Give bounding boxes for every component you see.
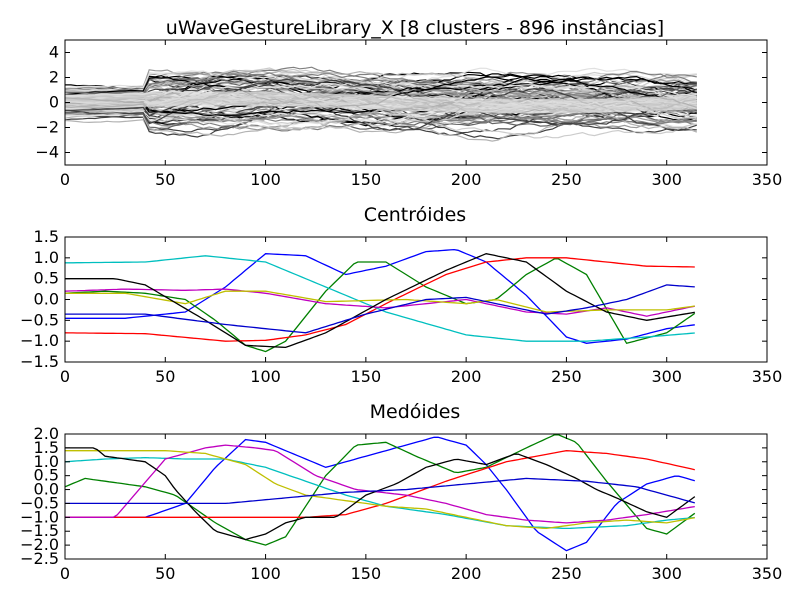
x-tick-label: 50: [155, 367, 175, 386]
medoids-series-line: [65, 456, 695, 530]
x-tick-label: 350: [752, 170, 783, 189]
x-tick-label: 50: [155, 564, 175, 583]
x-tick-label: 0: [60, 564, 70, 583]
y-tick-label: −1.0: [20, 331, 59, 350]
y-tick-label: 0.0: [34, 480, 59, 499]
x-tick-label: 350: [752, 367, 783, 386]
x-tick-label: 350: [752, 564, 783, 583]
y-tick-label: 4: [49, 43, 59, 62]
raw-series-line: [65, 78, 697, 126]
raw-series-panel: uWaveGestureLibrary_X [8 clusters - 896 …: [35, 17, 782, 189]
medoids-title: Medóides: [370, 401, 461, 423]
y-tick-label: −2.0: [20, 535, 59, 554]
medoids-series-line: [65, 447, 696, 541]
raw-series-plot-area: [65, 66, 698, 142]
x-tick-label: 250: [551, 170, 582, 189]
x-tick-label: 250: [551, 367, 582, 386]
y-tick-label: −1.5: [20, 352, 59, 371]
x-tick-label: 200: [451, 367, 482, 386]
y-tick-label: 2.0: [34, 424, 59, 443]
y-tick-label: 0.5: [34, 269, 59, 288]
x-tick-label: 150: [351, 367, 382, 386]
raw-series-axes: 0 50 100 150 200 250 300 350 4 2 0 −2 −4: [35, 40, 782, 189]
medoids-series-line: [65, 436, 695, 552]
medoids-plot-area: [65, 434, 696, 552]
medoids-series-line: [65, 434, 696, 546]
medoids-series-line: [65, 450, 695, 530]
x-tick-label: 300: [651, 170, 682, 189]
medoids-series-line: [65, 477, 695, 505]
medoids-panel: Medóides 0 50 100 150 200 250 300 3502.01.51.00…: [20, 401, 782, 583]
raw-series-line: [65, 74, 697, 125]
x-tick-label: 150: [351, 564, 382, 583]
y-tick-label: −4: [35, 143, 59, 162]
raw-series-line: [65, 81, 697, 97]
y-tick-label: 2: [49, 68, 59, 87]
medoids-axes-frame: [64, 433, 768, 560]
medoids-axes: 0 50 100 150 200 250 300 350 2.01.51.00.50.0−0.5…: [20, 424, 782, 583]
y-tick-label: 0.5: [34, 466, 59, 485]
centroids-panel: Centróides 0 50 100 150 200 250 300 350 1.5 1.0 0.…: [20, 204, 782, 386]
centroids-plot-area: [65, 248, 696, 353]
y-tick-label: −1.0: [20, 507, 59, 526]
medoids-series-line: [65, 444, 695, 524]
y-tick-label: 1.0: [34, 248, 59, 267]
centroids-series-line: [65, 255, 695, 342]
y-tick-label: 1.5: [34, 227, 59, 246]
centroids-series-line: [65, 253, 695, 349]
y-tick-label: −0.5: [20, 310, 59, 329]
x-tick-label: 0: [60, 367, 70, 386]
raw-series-density-band: [65, 91, 698, 114]
y-tick-label: −2: [35, 118, 59, 137]
centroids-series-line: [65, 248, 695, 344]
centroids-axes: 0 50 100 150 200 250 300 350 1.5 1.0 0.5 0.0−0.5 −1.…: [20, 227, 782, 386]
x-tick-label: 0: [60, 170, 70, 189]
centroids-series-line: [65, 284, 695, 334]
centroids-title: Centróides: [364, 204, 466, 226]
x-tick-label: 100: [250, 564, 281, 583]
y-tick-label: 0: [49, 93, 59, 112]
x-tick-label: 200: [451, 564, 482, 583]
y-tick-label: 0.0: [34, 290, 59, 309]
x-tick-label: 100: [250, 367, 281, 386]
x-tick-label: 250: [551, 564, 582, 583]
y-tick-label: 1.5: [34, 438, 59, 457]
y-tick-label: −0.5: [20, 493, 59, 512]
x-tick-label: 300: [651, 367, 682, 386]
centroids-series-line: [65, 258, 696, 353]
raw-series-title: uWaveGestureLibrary_X [8 clusters - 896 …: [166, 17, 664, 39]
centroids-series-line: [65, 290, 695, 313]
x-tick-label: 200: [451, 170, 482, 189]
x-tick-label: 300: [651, 564, 682, 583]
x-tick-label: 150: [351, 170, 382, 189]
y-tick-label: −1.5: [20, 521, 59, 540]
y-tick-label: −2.5: [20, 549, 59, 568]
x-tick-label: 50: [155, 170, 175, 189]
y-tick-label: 1.0: [34, 452, 59, 471]
x-tick-label: 100: [250, 170, 281, 189]
